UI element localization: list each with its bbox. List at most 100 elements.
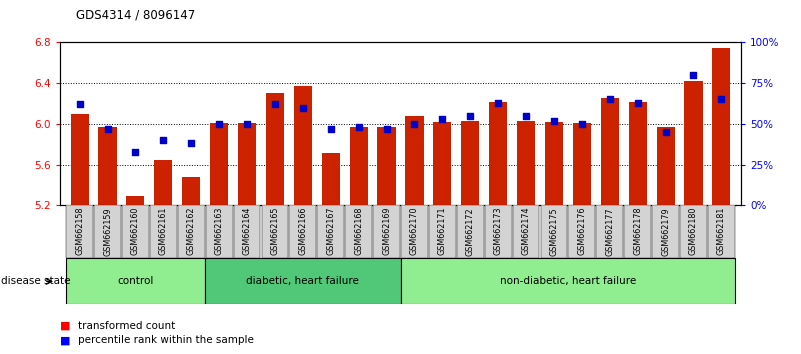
Text: GSM662179: GSM662179 xyxy=(661,207,670,256)
Point xyxy=(659,129,672,135)
Bar xyxy=(349,127,368,205)
Bar xyxy=(289,205,316,258)
Text: GSM662170: GSM662170 xyxy=(410,207,419,256)
Point xyxy=(464,113,477,119)
Text: GSM662161: GSM662161 xyxy=(159,207,168,255)
Text: GSM662174: GSM662174 xyxy=(521,207,530,256)
Text: control: control xyxy=(117,276,154,286)
Point xyxy=(492,100,505,105)
Text: GSM662163: GSM662163 xyxy=(215,207,223,255)
Text: GSM662169: GSM662169 xyxy=(382,207,391,256)
Point xyxy=(520,113,533,119)
Bar xyxy=(485,205,512,258)
Point xyxy=(73,102,86,107)
Bar xyxy=(322,153,340,205)
Bar xyxy=(461,121,479,205)
Text: non-diabetic, heart failure: non-diabetic, heart failure xyxy=(500,276,636,286)
Point xyxy=(575,121,588,127)
Text: GSM662175: GSM662175 xyxy=(549,207,558,256)
Text: GSM662160: GSM662160 xyxy=(131,207,140,255)
Bar xyxy=(597,205,623,258)
Text: percentile rank within the sample: percentile rank within the sample xyxy=(78,335,254,345)
Point xyxy=(213,121,226,127)
Text: GDS4314 / 8096147: GDS4314 / 8096147 xyxy=(76,8,195,21)
Text: GSM662164: GSM662164 xyxy=(243,207,252,255)
Bar xyxy=(401,205,428,258)
Bar xyxy=(513,205,539,258)
Bar xyxy=(266,93,284,205)
Bar xyxy=(206,205,232,258)
Bar xyxy=(66,205,93,258)
Bar xyxy=(708,205,735,258)
Text: GSM662177: GSM662177 xyxy=(606,207,614,256)
Bar xyxy=(680,205,707,258)
Bar xyxy=(601,98,619,205)
Text: GSM662167: GSM662167 xyxy=(326,207,336,256)
Bar xyxy=(127,196,144,205)
Bar xyxy=(345,205,372,258)
Bar xyxy=(652,205,679,258)
Bar xyxy=(657,127,674,205)
Point xyxy=(352,124,365,130)
Point xyxy=(548,118,561,124)
Bar xyxy=(684,81,702,205)
Bar xyxy=(569,205,595,258)
Point xyxy=(296,105,309,110)
Bar xyxy=(70,114,89,205)
Text: GSM662181: GSM662181 xyxy=(717,207,726,255)
Text: GSM662165: GSM662165 xyxy=(271,207,280,256)
Text: disease state: disease state xyxy=(1,276,70,286)
Point xyxy=(380,126,393,132)
Bar xyxy=(457,205,484,258)
Bar xyxy=(489,102,507,205)
Bar xyxy=(573,123,591,205)
Text: GSM662171: GSM662171 xyxy=(438,207,447,256)
Bar xyxy=(150,205,177,258)
Bar xyxy=(262,205,288,258)
Point xyxy=(157,137,170,143)
Bar xyxy=(373,205,400,258)
Text: GSM662159: GSM662159 xyxy=(103,207,112,256)
Point xyxy=(185,141,198,146)
Text: ■: ■ xyxy=(60,321,70,331)
Bar xyxy=(294,86,312,205)
Bar xyxy=(205,258,400,304)
Bar xyxy=(400,258,735,304)
Bar xyxy=(66,258,205,304)
Point xyxy=(324,126,337,132)
Bar xyxy=(433,122,452,205)
Bar xyxy=(545,122,563,205)
Bar xyxy=(95,205,121,258)
Point xyxy=(408,121,421,127)
Bar xyxy=(541,205,567,258)
Bar xyxy=(429,205,456,258)
Point xyxy=(240,121,253,127)
Bar xyxy=(629,102,646,205)
Bar xyxy=(712,47,731,205)
Bar xyxy=(405,116,424,205)
Text: GSM662158: GSM662158 xyxy=(75,207,84,256)
Point xyxy=(687,72,700,78)
Point xyxy=(101,126,114,132)
Bar xyxy=(99,127,117,205)
Bar xyxy=(517,121,535,205)
Point xyxy=(129,149,142,154)
Bar xyxy=(317,205,344,258)
Bar xyxy=(238,123,256,205)
Text: ■: ■ xyxy=(60,335,70,345)
Text: GSM662178: GSM662178 xyxy=(633,207,642,256)
Text: GSM662173: GSM662173 xyxy=(493,207,503,256)
Text: GSM662168: GSM662168 xyxy=(354,207,363,255)
Bar xyxy=(155,160,172,205)
Bar xyxy=(182,177,200,205)
Bar xyxy=(377,127,396,205)
Text: transformed count: transformed count xyxy=(78,321,175,331)
Point xyxy=(436,116,449,122)
Text: GSM662180: GSM662180 xyxy=(689,207,698,255)
Bar xyxy=(234,205,260,258)
Text: GSM662172: GSM662172 xyxy=(465,207,475,256)
Point xyxy=(631,100,644,105)
Bar xyxy=(178,205,204,258)
Point xyxy=(603,97,616,102)
Point xyxy=(715,97,728,102)
